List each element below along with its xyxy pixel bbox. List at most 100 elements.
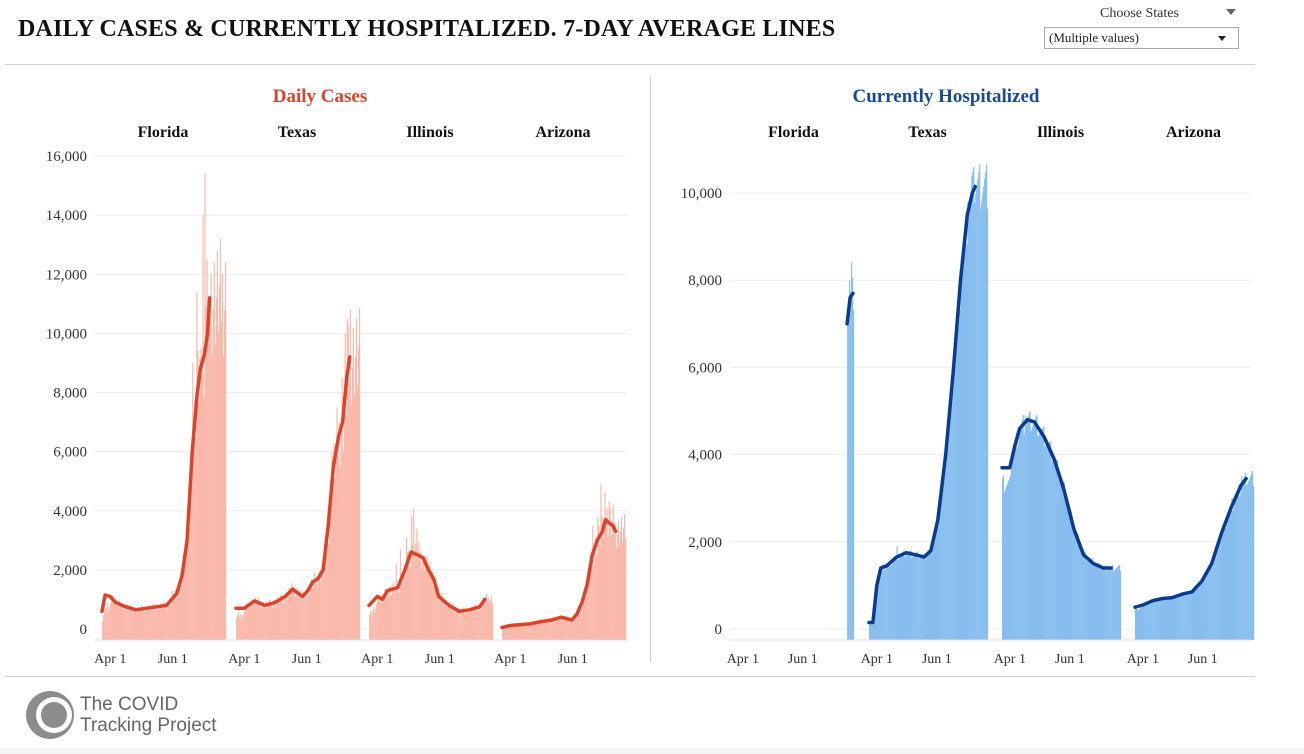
hosp-bar	[1034, 419, 1036, 640]
hosp-bar	[906, 553, 908, 640]
cases-bar	[350, 405, 352, 640]
cases-bar	[269, 605, 272, 640]
hosp-bar	[1120, 571, 1122, 640]
charts-canvas: Daily Cases 0 2,000 4,000 6,000 8,000 10,000 12…	[46, 86, 1255, 667]
hosp-bar	[940, 497, 942, 640]
hosp-facet-label-illinois: Illinois	[1037, 124, 1084, 141]
logo-line2: Tracking Project	[80, 715, 217, 736]
hosp-bar	[1196, 584, 1199, 640]
hosp-chart-title: Currently Hospitalized	[852, 86, 1039, 107]
hosp-bar	[1033, 421, 1035, 640]
cases-bar	[617, 520, 619, 640]
cases-bar	[382, 602, 384, 640]
cases-bar	[615, 548, 617, 640]
cases-bar	[244, 610, 246, 640]
hosp-bar	[1245, 472, 1247, 640]
cases-bar	[241, 619, 243, 640]
cases-bar	[185, 551, 187, 640]
cases-bar	[176, 590, 179, 640]
hosp-bar	[1106, 571, 1108, 640]
cases-bar	[326, 549, 328, 640]
cases-bar	[547, 620, 549, 640]
cases-bar	[256, 600, 258, 640]
cases-bar	[253, 601, 255, 640]
hosp-bar	[902, 551, 904, 640]
hosp-bar	[1053, 459, 1055, 640]
hosp-bar	[1207, 570, 1209, 640]
hosp-bar	[1082, 550, 1084, 640]
hosp-bar	[1177, 597, 1179, 640]
cases-bar	[513, 624, 515, 640]
hosp-bar	[1089, 558, 1091, 640]
cases-bar	[140, 605, 143, 640]
hosp-avg-line-arizona	[1133, 476, 1248, 609]
hosp-bar	[1047, 443, 1049, 640]
cases-bar	[261, 604, 263, 640]
hosp-bar	[1005, 486, 1008, 640]
cases-bar	[605, 523, 607, 640]
cases-bar	[203, 396, 205, 640]
hosp-bar	[1155, 598, 1157, 640]
cases-bar	[110, 602, 112, 640]
cases-bar	[569, 618, 571, 640]
hosp-bar	[1039, 432, 1041, 640]
cases-bar	[157, 604, 159, 640]
hosp-bar	[877, 582, 879, 640]
hosp-bar	[1199, 583, 1202, 640]
hosp-bar	[913, 555, 915, 640]
hosp-bar	[957, 307, 959, 640]
cases-bar	[174, 589, 176, 640]
cases-bar	[119, 605, 121, 640]
cases-bar	[189, 527, 191, 640]
filter-menu-icon[interactable]	[1226, 9, 1236, 15]
hosp-bar	[1163, 599, 1165, 640]
cases-y-tick-label: 6,000	[53, 445, 87, 461]
cases-bar	[279, 598, 281, 640]
hosp-bar	[1241, 476, 1243, 640]
cases-bar	[191, 452, 193, 640]
cases-bar	[535, 622, 538, 640]
cases-bar	[236, 617, 238, 640]
hosp-bar	[1136, 610, 1139, 640]
cases-bar	[444, 602, 447, 640]
hosp-bar	[1204, 578, 1206, 640]
cases-bar	[190, 492, 192, 640]
hosp-bar	[1098, 562, 1100, 640]
cases-bar	[452, 603, 454, 640]
hosp-bar	[1043, 425, 1045, 640]
cases-bar	[113, 604, 115, 640]
cases-bar	[171, 590, 173, 640]
cases-bar	[372, 611, 374, 640]
cases-bar	[621, 541, 624, 640]
hosp-bar	[1011, 461, 1013, 640]
cases-bar	[544, 620, 546, 640]
hosp-bar	[1148, 601, 1150, 640]
hosp-bar	[1035, 416, 1037, 640]
cases-bar	[220, 321, 223, 640]
cases-bar	[209, 321, 211, 640]
cases-bar	[451, 605, 453, 640]
hosp-bar	[886, 565, 888, 640]
hosp-bar	[1166, 598, 1168, 640]
hosp-bar	[888, 561, 890, 640]
hosp-bar	[1231, 498, 1233, 640]
cases-bar	[577, 611, 580, 640]
hosp-bar	[1112, 564, 1114, 640]
cases-bar	[215, 297, 217, 640]
hosp-bar	[907, 552, 909, 640]
cases-bar	[580, 603, 583, 640]
cases-bar	[268, 599, 271, 640]
hosp-bar	[1029, 411, 1031, 640]
hosp-bar	[1227, 519, 1229, 640]
hosp-bar	[904, 557, 906, 640]
cases-bar	[578, 606, 581, 640]
hosp-bar	[853, 310, 855, 640]
cases-bar	[502, 627, 504, 640]
cases-bar	[104, 607, 106, 640]
state-filter-dropdown[interactable]: (Multiple values)	[1044, 27, 1239, 49]
hosp-bar	[1135, 608, 1138, 640]
hosp-bar	[959, 309, 961, 640]
hosp-bar	[1189, 591, 1191, 640]
cases-bar	[293, 587, 295, 640]
hosp-bar	[955, 342, 957, 640]
